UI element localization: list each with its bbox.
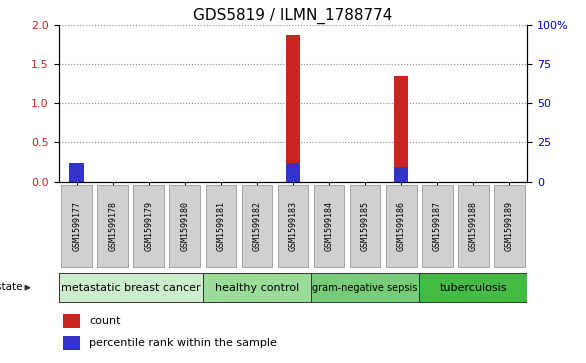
FancyBboxPatch shape [458,185,489,267]
Bar [394,167,408,182]
FancyBboxPatch shape [203,273,311,302]
Text: GSM1599180: GSM1599180 [180,201,189,251]
Text: percentile rank within the sample: percentile rank within the sample [89,338,277,348]
FancyBboxPatch shape [278,185,308,267]
Bar [63,314,80,329]
FancyBboxPatch shape [422,185,452,267]
Text: count: count [89,316,121,326]
Title: GDS5819 / ILMN_1788774: GDS5819 / ILMN_1788774 [193,8,393,24]
Bar [63,336,80,350]
Text: metastatic breast cancer: metastatic breast cancer [61,283,200,293]
Text: disease state: disease state [0,282,22,292]
FancyBboxPatch shape [62,185,92,267]
FancyBboxPatch shape [494,185,524,267]
Text: GSM1599178: GSM1599178 [108,201,117,251]
FancyBboxPatch shape [350,185,380,267]
Text: gram-negative sepsis: gram-negative sepsis [312,283,418,293]
Bar [69,170,84,182]
Text: GSM1599182: GSM1599182 [253,201,261,251]
Bar [69,163,84,182]
FancyBboxPatch shape [206,185,236,267]
Text: GSM1599181: GSM1599181 [216,201,226,251]
Text: healthy control: healthy control [215,283,299,293]
FancyBboxPatch shape [419,273,527,302]
FancyBboxPatch shape [241,185,272,267]
Text: GSM1599185: GSM1599185 [360,201,370,251]
Bar [286,35,300,182]
FancyBboxPatch shape [314,185,345,267]
Bar [286,163,300,182]
FancyBboxPatch shape [134,185,164,267]
Text: GSM1599189: GSM1599189 [505,201,514,251]
Text: GSM1599184: GSM1599184 [325,201,333,251]
FancyBboxPatch shape [59,273,203,302]
Text: GSM1599187: GSM1599187 [432,201,442,251]
Text: tuberculosis: tuberculosis [440,283,507,293]
Text: GSM1599188: GSM1599188 [469,201,478,251]
Text: GSM1599186: GSM1599186 [397,201,406,251]
Bar [394,76,408,182]
FancyBboxPatch shape [97,185,128,267]
FancyBboxPatch shape [386,185,417,267]
Text: GSM1599183: GSM1599183 [288,201,298,251]
Text: GSM1599179: GSM1599179 [144,201,154,251]
FancyBboxPatch shape [169,185,200,267]
FancyBboxPatch shape [311,273,419,302]
Text: GSM1599177: GSM1599177 [72,201,81,251]
